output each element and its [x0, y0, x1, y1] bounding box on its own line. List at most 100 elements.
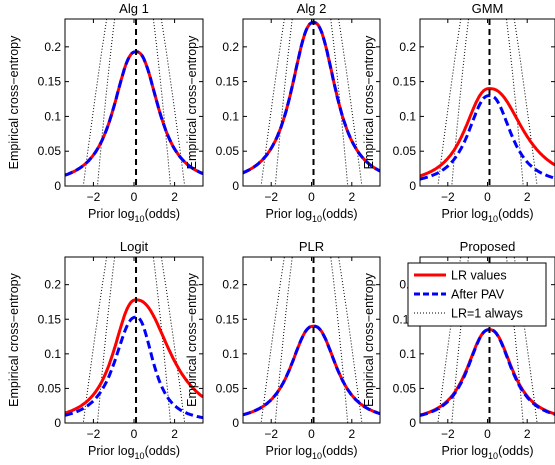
series-line-lr-values [65, 298, 203, 415]
x-tick-label: 0 [484, 427, 491, 441]
y-tick-label: 0 [409, 416, 416, 430]
y-axis-label: Empirical cross−entropy [7, 272, 21, 406]
y-tick-label: 0.15 [216, 75, 240, 89]
x-axis-label: Prior log10(odds) [442, 207, 534, 224]
x-axis-label-part: Prior log [266, 444, 313, 458]
x-tick-label: 2 [348, 190, 355, 204]
y-tick-label: 0.1 [399, 109, 416, 123]
x-axis-label-subscript: 10 [312, 451, 322, 461]
chart-panel: 0 0.05 0.1 0.15 0.2 −2 0 2 Alg 2 Prior log10(odds… [185, 1, 381, 224]
dotted-reference-line-outer-left [82, 19, 108, 186]
y-axis-label: Empirical cross−entropy [362, 272, 376, 406]
y-axis-label: Empirical cross−entropy [185, 35, 199, 169]
y-tick-label: 0.2 [222, 40, 239, 54]
chart-panel: 0 0.05 0.1 0.15 0.2 −2 0 2 Alg 1 Prior log10(odds… [7, 1, 204, 224]
y-tick-label: 0.2 [399, 40, 416, 54]
series-line-lr-values [420, 87, 555, 178]
plot-lines [65, 19, 203, 186]
x-tick-label: 2 [171, 427, 178, 441]
x-tick-label: −2 [441, 190, 455, 204]
x-tick-label: 0 [308, 190, 315, 204]
x-axis-label: Prior log10(odds) [442, 444, 534, 461]
y-tick-label: 0 [54, 416, 61, 430]
dotted-reference-line-outer-left [82, 257, 108, 423]
x-axis-label-part: Prior log [88, 444, 135, 458]
y-tick-label: 0 [54, 179, 61, 193]
legend-label: After PAV [451, 288, 505, 302]
panel-title: Alg 1 [119, 1, 149, 16]
x-tick-label: 2 [524, 190, 531, 204]
plot-lines [420, 257, 555, 423]
series-line-after-pav [243, 324, 380, 417]
panel-title: Logit [120, 239, 149, 254]
dotted-reference-line-outer-left [260, 257, 285, 423]
y-tick-label: 0.15 [216, 312, 240, 326]
plot-area [65, 257, 203, 423]
y-tick-label: 0.1 [44, 109, 61, 123]
y-tick-label: 0.1 [399, 347, 416, 361]
y-tick-label: 0.15 [38, 312, 62, 326]
x-axis-label-part: Prior log [442, 207, 489, 221]
y-tick-label: 0 [232, 179, 239, 193]
y-tick-label: 0 [409, 179, 416, 193]
x-axis-label-part: (odds) [145, 207, 180, 221]
x-axis-label: Prior log10(odds) [88, 444, 180, 461]
dotted-reference-line-outer-right [338, 257, 363, 423]
dotted-reference-line-left [274, 257, 293, 423]
y-tick-label: 0.05 [393, 381, 417, 395]
panel-title: GMM [472, 1, 504, 16]
plot-area [243, 257, 380, 423]
legend: LR values After PAV LR=1 always [407, 262, 547, 327]
dotted-reference-line-outer-left [260, 19, 285, 186]
x-axis-label: Prior log10(odds) [88, 207, 180, 224]
x-axis-label-part: Prior log [266, 207, 313, 221]
x-tick-label: 2 [348, 427, 355, 441]
dotted-reference-line-left [97, 257, 116, 423]
x-axis-label-subscript: 10 [135, 214, 145, 224]
y-axis-label: Empirical cross−entropy [185, 272, 199, 406]
dotted-reference-line-outer-right [513, 19, 538, 186]
y-tick-label: 0.15 [38, 75, 62, 89]
plot-lines [420, 19, 555, 186]
dotted-reference-line-outer-left [437, 19, 462, 186]
series-line-after-pav [420, 93, 555, 181]
x-tick-label: 0 [308, 427, 315, 441]
x-tick-label: 0 [131, 427, 138, 441]
chart-panel: 0 0.05 0.1 0.15 0.2 −2 0 2 Logit Prior log10(odds… [7, 239, 204, 461]
x-axis-label-part: Prior log [442, 444, 489, 458]
dotted-reference-line-right [505, 257, 524, 423]
x-axis-label-part: Prior log [88, 207, 135, 221]
series-line-after-pav [65, 50, 203, 177]
series-line-after-pav [420, 328, 555, 417]
panel-title: PLR [299, 239, 324, 254]
y-tick-label: 0.05 [393, 144, 417, 158]
dotted-reference-line-left [451, 257, 470, 423]
x-axis-label: Prior log10(odds) [266, 444, 358, 461]
series-line-after-pav [65, 315, 203, 420]
chart-panel: 0 0.05 0.1 0.15 0.2 −2 0 2 GMM Prior log10(odds) E… [362, 1, 555, 224]
x-tick-label: 2 [524, 427, 531, 441]
x-tick-label: 0 [131, 190, 138, 204]
chart-panel: 0 0.05 0.1 0.15 0.2 −2 0 2 PLR Prior log10(odds) E… [185, 239, 381, 461]
y-tick-label: 0.1 [222, 347, 239, 361]
y-tick-label: 0.05 [38, 144, 62, 158]
dotted-reference-line-right [152, 257, 171, 423]
x-tick-label: −2 [264, 427, 278, 441]
plot-area [243, 19, 380, 186]
x-axis-label-part: (odds) [498, 444, 533, 458]
plot-area [420, 19, 555, 186]
y-tick-label: 0.1 [222, 109, 239, 123]
legend-label: LR=1 always [451, 307, 523, 321]
dotted-reference-line-outer-right [338, 19, 363, 186]
y-tick-label: 0 [232, 416, 239, 430]
x-axis-label-part: (odds) [322, 207, 357, 221]
plot-lines [65, 257, 203, 423]
dotted-reference-line-outer-left [437, 257, 462, 423]
dotted-reference-line-outer-right [160, 257, 186, 423]
y-axis-label: Empirical cross−entropy [362, 35, 376, 169]
x-tick-label: −2 [87, 190, 101, 204]
y-tick-label: 0.15 [393, 75, 417, 89]
y-axis-label: Empirical cross−entropy [7, 35, 21, 169]
